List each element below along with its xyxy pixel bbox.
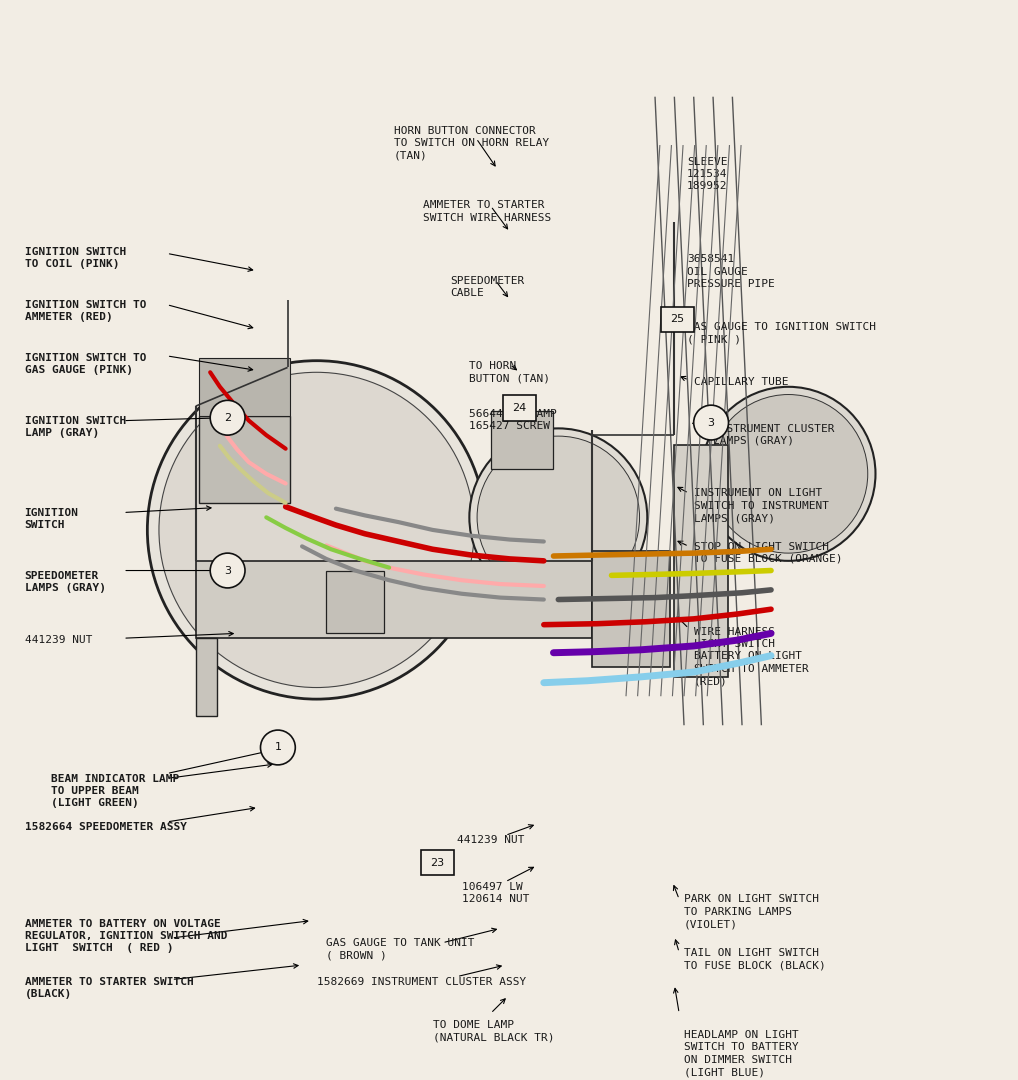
Bar [326, 570, 384, 633]
Circle shape [469, 429, 647, 606]
Circle shape [693, 405, 729, 440]
Bar [674, 445, 728, 677]
Bar [199, 357, 290, 416]
Text: STOP ON LIGHT SWITCH
TO FUSE BLOCK (ORANGE): STOP ON LIGHT SWITCH TO FUSE BLOCK (ORAN… [693, 541, 842, 564]
Text: 1582669 INSTRUMENT CLUSTER ASSY: 1582669 INSTRUMENT CLUSTER ASSY [317, 976, 526, 987]
Text: 2: 2 [224, 413, 231, 422]
Bar [592, 551, 670, 667]
Text: IGNITION SWITCH
TO COIL (PINK): IGNITION SWITCH TO COIL (PINK) [24, 246, 126, 269]
Bar [195, 561, 592, 638]
Circle shape [159, 373, 474, 688]
Circle shape [710, 394, 867, 553]
Text: CAPILLARY TUBE: CAPILLARY TUBE [693, 377, 788, 387]
Text: PARK ON LIGHT SWITCH
TO PARKING LAMPS
(VIOLET): PARK ON LIGHT SWITCH TO PARKING LAMPS (V… [684, 894, 819, 929]
Text: HORN BUTTON CONNECTOR
TO SWITCH ON HORN RELAY
(TAN): HORN BUTTON CONNECTOR TO SWITCH ON HORN … [394, 125, 549, 161]
Bar [199, 416, 290, 503]
Text: AMMETER TO STARTER SWITCH
(BLACK): AMMETER TO STARTER SWITCH (BLACK) [24, 976, 193, 999]
Text: 441239 NUT: 441239 NUT [24, 635, 92, 646]
Text: AMMETER TO STARTER
SWITCH WIRE HARNESS: AMMETER TO STARTER SWITCH WIRE HARNESS [422, 200, 551, 222]
Text: IGNITION
SWITCH: IGNITION SWITCH [24, 508, 78, 530]
Text: 3658541
OIL GAUGE
PRESSURE PIPE: 3658541 OIL GAUGE PRESSURE PIPE [687, 254, 775, 289]
Text: HEADLAMP ON LIGHT
SWITCH TO BATTERY
ON DIMMER SWITCH
(LIGHT BLUE): HEADLAMP ON LIGHT SWITCH TO BATTERY ON D… [684, 1030, 799, 1077]
Text: 1: 1 [275, 742, 281, 753]
Text: SPEEDOMETER
CABLE: SPEEDOMETER CABLE [450, 275, 524, 298]
Bar [421, 850, 454, 875]
Text: GAS GAUGE TO TANK UNIT
( BROWN ): GAS GAUGE TO TANK UNIT ( BROWN ) [326, 939, 474, 960]
Text: 3: 3 [708, 418, 715, 428]
Text: BEAM INDICATOR LAMP
TO UPPER BEAM
(LIGHT GREEN): BEAM INDICATOR LAMP TO UPPER BEAM (LIGHT… [51, 773, 179, 809]
Text: IGNITION SWITCH TO
GAS GAUGE (PINK): IGNITION SWITCH TO GAS GAUGE (PINK) [24, 353, 146, 376]
Circle shape [210, 401, 245, 435]
Text: SLEEVE
121534
189952: SLEEVE 121534 189952 [687, 157, 728, 191]
Circle shape [261, 730, 295, 765]
Text: 5664405 CLAMP
165427 SCREW: 5664405 CLAMP 165427 SCREW [469, 409, 557, 431]
Text: 106497 LW
120614 NUT: 106497 LW 120614 NUT [461, 882, 529, 904]
Text: GAS GAUGE TO IGNITION SWITCH
( PINK ): GAS GAUGE TO IGNITION SWITCH ( PINK ) [687, 322, 875, 345]
Text: AMMETER TO BATTERY ON VOLTAGE
REGULATOR, IGNITION SWITCH AND
LIGHT  SWITCH  ( RE: AMMETER TO BATTERY ON VOLTAGE REGULATOR,… [24, 919, 227, 954]
Text: TO HORN
BUTTON (TAN): TO HORN BUTTON (TAN) [469, 361, 551, 383]
Text: WIRE HARNESS
LIGHT SWITCH
BATTERY ON LIGHT
SWITCH TO AMMETER
(RED): WIRE HARNESS LIGHT SWITCH BATTERY ON LIG… [693, 626, 808, 686]
Circle shape [477, 436, 639, 598]
Text: 1582664 SPEEDOMETER ASSY: 1582664 SPEEDOMETER ASSY [24, 822, 186, 832]
Bar [195, 638, 217, 716]
Text: 25: 25 [670, 314, 684, 324]
Circle shape [210, 553, 245, 588]
Text: IGNITION SWITCH TO
AMMETER (RED): IGNITION SWITCH TO AMMETER (RED) [24, 300, 146, 322]
Bar [491, 411, 554, 469]
Text: 441239 NUT: 441239 NUT [457, 836, 524, 846]
Text: 23: 23 [431, 858, 445, 867]
Text: SPEEDOMETER
LAMPS (GRAY): SPEEDOMETER LAMPS (GRAY) [24, 570, 106, 593]
Text: IGNITION SWITCH
LAMP (GRAY): IGNITION SWITCH LAMP (GRAY) [24, 416, 126, 438]
Text: 24: 24 [512, 403, 526, 413]
Text: INSTRUMENT ON LIGHT
SWITCH TO INSTRUMENT
LAMPS (GRAY): INSTRUMENT ON LIGHT SWITCH TO INSTRUMENT… [693, 488, 829, 523]
Text: INSTRUMENT CLUSTER
LAMPS (GRAY): INSTRUMENT CLUSTER LAMPS (GRAY) [713, 423, 835, 446]
Text: TAIL ON LIGHT SWITCH
TO FUSE BLOCK (BLACK): TAIL ON LIGHT SWITCH TO FUSE BLOCK (BLAC… [684, 947, 826, 970]
Circle shape [701, 387, 875, 561]
Text: TO DOME LAMP
(NATURAL BLACK TR): TO DOME LAMP (NATURAL BLACK TR) [433, 1021, 554, 1042]
Circle shape [148, 361, 486, 699]
Text: 3: 3 [224, 566, 231, 576]
Bar [661, 307, 693, 332]
Bar [503, 395, 536, 420]
